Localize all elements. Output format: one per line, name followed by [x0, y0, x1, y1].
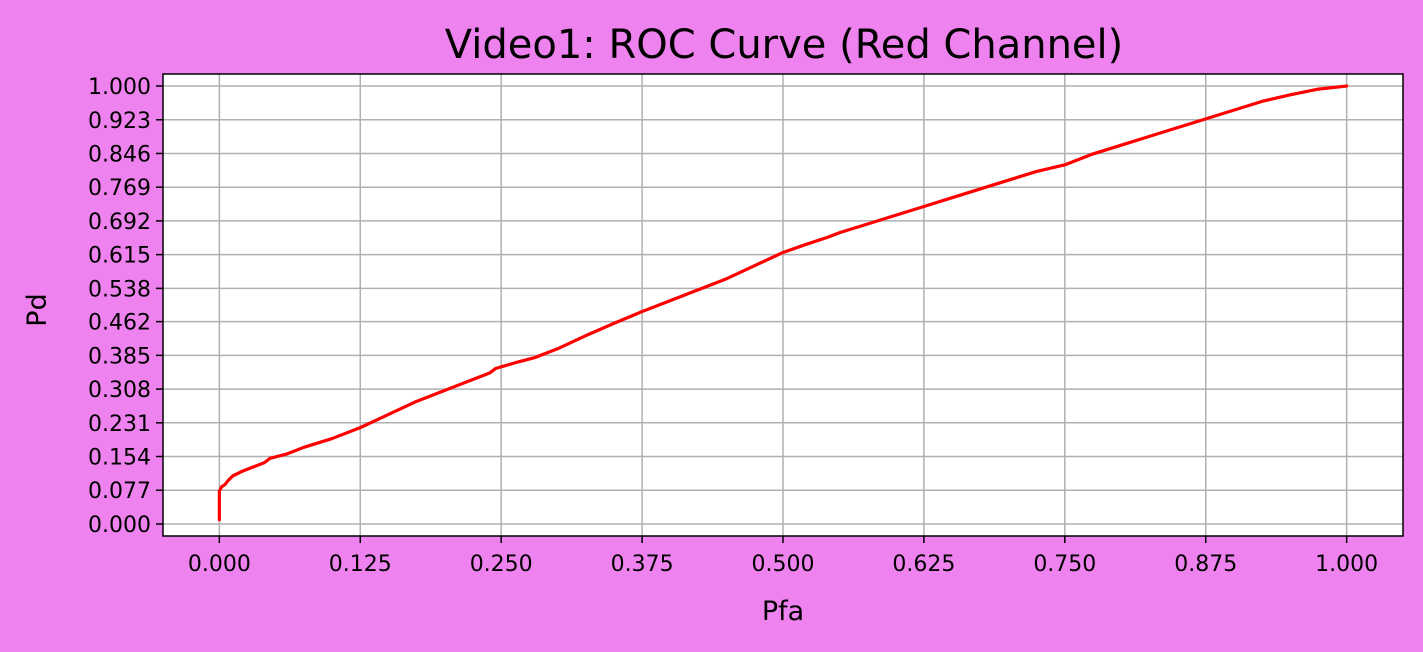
x-tick-label: 0.625 [892, 552, 955, 577]
x-tick-label: 0.250 [470, 552, 533, 577]
y-tick-label: 0.769 [88, 176, 151, 201]
y-tick-label: 0.000 [88, 513, 151, 538]
y-tick-label: 0.846 [88, 142, 151, 167]
x-tick-label: 0.375 [611, 552, 674, 577]
y-tick-label: 0.308 [88, 378, 151, 403]
y-tick-label: 0.231 [88, 412, 151, 437]
y-tick-label: 0.077 [88, 479, 151, 504]
y-tick-label: 1.000 [88, 75, 151, 100]
axis-ticks: 0.000 0.125 0.250 0.375 0.500 0.625 0.750 0.875… [88, 75, 1378, 577]
y-tick-label: 0.615 [88, 244, 151, 269]
chart-title: Video1: ROC Curve (Red Channel) [445, 22, 1124, 68]
y-tick-label: 0.923 [88, 109, 151, 134]
y-tick-label: 0.538 [88, 277, 151, 302]
x-tick-label: 0.750 [1033, 552, 1096, 577]
x-tick-label: 0.125 [329, 552, 392, 577]
x-tick-label: 0.875 [1174, 552, 1237, 577]
y-tick-label: 0.385 [88, 344, 151, 369]
x-tick-label: 1.000 [1315, 552, 1378, 577]
x-tick-label: 0.500 [752, 552, 815, 577]
y-tick-label: 0.692 [88, 210, 151, 235]
series-layer [217, 84, 1349, 522]
grid-lines [163, 74, 1403, 536]
y-axis-label: Pd [22, 293, 53, 326]
x-tick-label: 0.000 [188, 552, 251, 577]
y-tick-label: 0.154 [88, 446, 151, 471]
y-tick-label: 0.462 [88, 311, 151, 336]
x-axis-label: Pfa [762, 596, 804, 627]
roc-series-line [217, 84, 1349, 522]
